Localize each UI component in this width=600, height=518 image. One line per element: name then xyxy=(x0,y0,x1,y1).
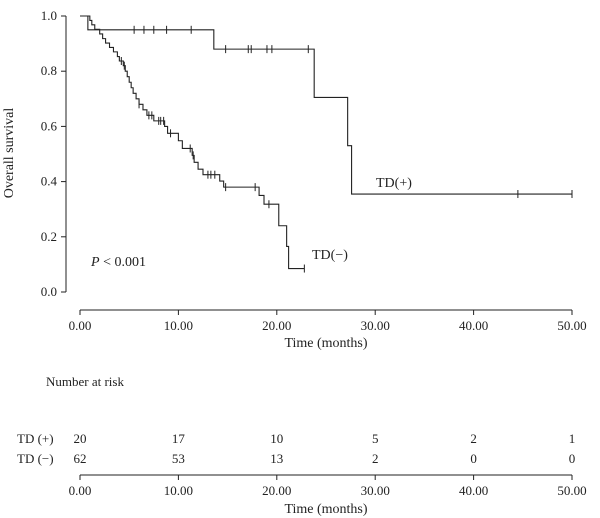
risk-cell: 0 xyxy=(569,451,576,466)
risk-row-label-td-positive: TD (+) xyxy=(17,431,54,446)
x-axis-title: Time (months) xyxy=(284,336,367,351)
risk-tick-label: 50.00 xyxy=(557,483,586,498)
x-tick-label: 30.00 xyxy=(361,318,390,333)
risk-cell: 2 xyxy=(470,431,477,446)
risk-tick-label: 30.00 xyxy=(361,483,390,498)
p-value-symbol: P xyxy=(90,255,100,270)
x-tick-label: 10.00 xyxy=(164,318,193,333)
risk-cell: 13 xyxy=(270,451,283,466)
risk-cell: 5 xyxy=(372,431,379,446)
plot-axes: 0.00 10.00 20.00 30.00 40.00 50.00 0.0 0.2 0.4 0.… xyxy=(41,8,587,333)
risk-cell: 2 xyxy=(372,451,379,466)
risk-cell: 17 xyxy=(172,431,186,446)
x-tick-label: 50.00 xyxy=(557,318,586,333)
risk-tick-label: 20.00 xyxy=(262,483,291,498)
risk-tick-label: 0.00 xyxy=(69,483,92,498)
risk-table-axis: 0.00 10.00 20.00 30.00 40.00 50.00 xyxy=(69,474,587,498)
label-td-positive: TD(+) xyxy=(376,176,412,191)
risk-tick-label: 10.00 xyxy=(164,483,193,498)
y-tick-label: 1.0 xyxy=(41,8,57,23)
risk-table-title: Number at risk xyxy=(46,374,124,389)
y-tick-label: 0.4 xyxy=(41,174,58,189)
y-tick-label: 0.0 xyxy=(41,284,57,299)
risk-cell: 20 xyxy=(74,431,87,446)
risk-cell: 1 xyxy=(569,431,576,446)
risk-row-label-td-negative: TD (−) xyxy=(17,451,54,466)
survival-curves xyxy=(80,15,573,273)
x-tick-label: 40.00 xyxy=(459,318,488,333)
risk-cell: 0 xyxy=(470,451,477,466)
y-tick-label: 0.6 xyxy=(41,118,58,133)
x-tick-label: 20.00 xyxy=(262,318,291,333)
risk-cell: 10 xyxy=(270,431,283,446)
risk-table-values: 20 17 10 5 2 162 53 13 2 0 0 xyxy=(74,431,576,466)
y-tick-label: 0.2 xyxy=(41,229,57,244)
p-value-annotation: P < 0.001 xyxy=(90,255,146,270)
risk-cell: 62 xyxy=(74,451,87,466)
label-td-negative: TD(−) xyxy=(312,248,348,263)
curve-td-positive xyxy=(80,15,572,195)
x-tick-label: 0.00 xyxy=(69,318,92,333)
curve-td-negative xyxy=(80,15,305,270)
y-tick-label: 0.8 xyxy=(41,63,57,78)
risk-x-axis-title: Time (months) xyxy=(284,502,367,517)
p-value-text: < 0.001 xyxy=(100,255,146,270)
risk-cell: 53 xyxy=(172,451,185,466)
y-axis-title: Overall survival xyxy=(2,108,17,199)
risk-tick-label: 40.00 xyxy=(459,483,488,498)
